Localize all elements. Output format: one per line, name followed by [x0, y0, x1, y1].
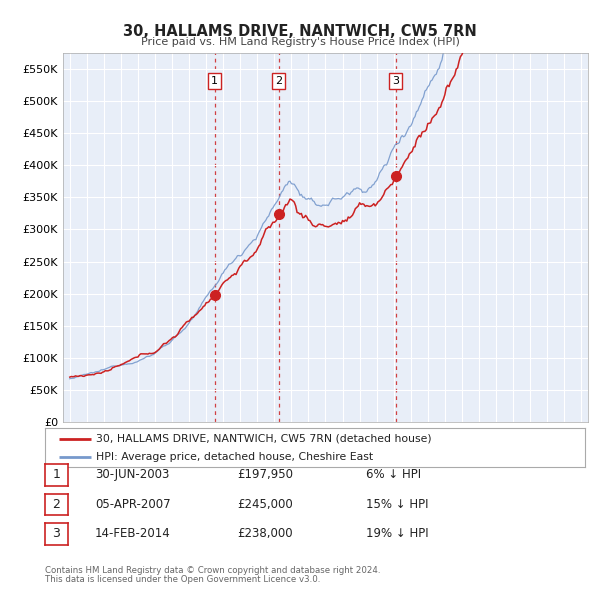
Text: 2: 2 — [52, 498, 61, 511]
Text: 1: 1 — [211, 76, 218, 86]
Text: 05-APR-2007: 05-APR-2007 — [95, 498, 170, 511]
Text: 3: 3 — [52, 527, 61, 540]
Text: 15% ↓ HPI: 15% ↓ HPI — [366, 498, 428, 511]
Text: 30-JUN-2003: 30-JUN-2003 — [95, 468, 169, 481]
Text: 3: 3 — [392, 76, 399, 86]
Text: £197,950: £197,950 — [237, 468, 293, 481]
Text: 14-FEB-2014: 14-FEB-2014 — [95, 527, 170, 540]
Text: 2: 2 — [275, 76, 283, 86]
Text: Contains HM Land Registry data © Crown copyright and database right 2024.: Contains HM Land Registry data © Crown c… — [45, 566, 380, 575]
Text: 6% ↓ HPI: 6% ↓ HPI — [366, 468, 421, 481]
Text: Price paid vs. HM Land Registry's House Price Index (HPI): Price paid vs. HM Land Registry's House … — [140, 37, 460, 47]
Text: 30, HALLAMS DRIVE, NANTWICH, CW5 7RN (detached house): 30, HALLAMS DRIVE, NANTWICH, CW5 7RN (de… — [96, 434, 432, 444]
Text: £245,000: £245,000 — [237, 498, 293, 511]
Text: 1: 1 — [52, 468, 61, 481]
Text: 19% ↓ HPI: 19% ↓ HPI — [366, 527, 428, 540]
Text: 30, HALLAMS DRIVE, NANTWICH, CW5 7RN: 30, HALLAMS DRIVE, NANTWICH, CW5 7RN — [123, 24, 477, 38]
Text: HPI: Average price, detached house, Cheshire East: HPI: Average price, detached house, Ches… — [96, 452, 373, 462]
Text: £238,000: £238,000 — [237, 527, 293, 540]
Text: This data is licensed under the Open Government Licence v3.0.: This data is licensed under the Open Gov… — [45, 575, 320, 584]
